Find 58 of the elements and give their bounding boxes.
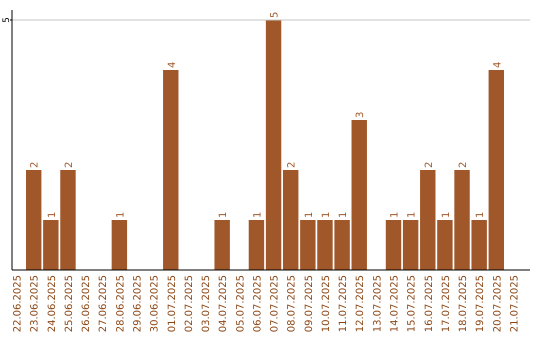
x-tick-label: 10.07.2025 (320, 275, 332, 332)
x-tick-label: 15.07.2025 (406, 275, 418, 332)
bar (112, 220, 128, 270)
data-label: 1 (475, 212, 486, 218)
x-tick-label: 17.07.2025 (440, 275, 452, 332)
x-tick-label: 26.06.2025 (81, 275, 92, 332)
data-label: 1 (440, 212, 452, 218)
bar (386, 220, 402, 270)
data-label: 1 (252, 212, 264, 218)
x-tick-label: 14.07.2025 (390, 275, 400, 332)
x-tick-label: 12.07.2025 (355, 275, 366, 332)
data-label: 1 (115, 212, 126, 218)
data-label: 1 (406, 212, 418, 218)
x-tick-label: 22.06.2025 (12, 275, 24, 332)
x-tick-label: 18.07.2025 (458, 275, 470, 332)
bar (214, 220, 230, 270)
data-label: 1 (218, 212, 230, 218)
x-tick-label: 13.07.2025 (372, 275, 384, 332)
data-label: 1 (390, 212, 400, 218)
data-label: 1 (338, 212, 350, 218)
data-label: 1 (304, 212, 315, 218)
x-tick-label: 24.06.2025 (46, 275, 58, 332)
x-tick-label: 07.07.2025 (270, 275, 281, 332)
data-label: 2 (64, 162, 75, 168)
bar (163, 70, 178, 270)
x-tick-label: 28.06.2025 (115, 275, 126, 332)
bar (248, 220, 264, 270)
x-tick-label: 05.07.2025 (235, 275, 246, 332)
bar (454, 170, 470, 270)
x-tick-label: 19.07.2025 (475, 275, 486, 332)
data-label: 2 (424, 162, 435, 168)
x-tick-label: 25.06.2025 (64, 275, 75, 332)
data-label: 5 (270, 12, 281, 18)
bar (317, 220, 333, 270)
data-label: 4 (492, 62, 504, 68)
x-tick-label: 30.06.2025 (150, 275, 161, 332)
x-tick-label: 03.07.2025 (201, 275, 212, 332)
x-tick-label: 01.07.2025 (166, 275, 178, 332)
x-tick-label: 27.06.2025 (98, 275, 110, 332)
x-tick-label: 06.07.2025 (252, 275, 264, 332)
data-label: 2 (30, 162, 41, 168)
data-label: 1 (320, 212, 332, 218)
data-label: 4 (166, 62, 178, 68)
x-tick-label: 20.07.2025 (492, 275, 504, 332)
x-tick-label: 09.07.2025 (304, 275, 315, 332)
x-tick-label: 11.07.2025 (338, 275, 350, 332)
x-tick-label: 08.07.2025 (286, 275, 298, 332)
x-tick-label: 23.06.2025 (30, 275, 41, 332)
data-label: 2 (286, 162, 298, 168)
x-tick-label: 29.06.2025 (132, 275, 144, 332)
x-tick-label: 16.07.2025 (424, 275, 435, 332)
x-tick-label: 02.07.2025 (184, 275, 195, 332)
data-label: 1 (46, 212, 58, 218)
data-label: 2 (458, 162, 470, 168)
x-tick-label: 04.07.2025 (218, 275, 230, 332)
bar (60, 170, 76, 270)
data-label: 3 (355, 112, 366, 118)
x-tick-label: 21.07.2025 (509, 275, 520, 332)
